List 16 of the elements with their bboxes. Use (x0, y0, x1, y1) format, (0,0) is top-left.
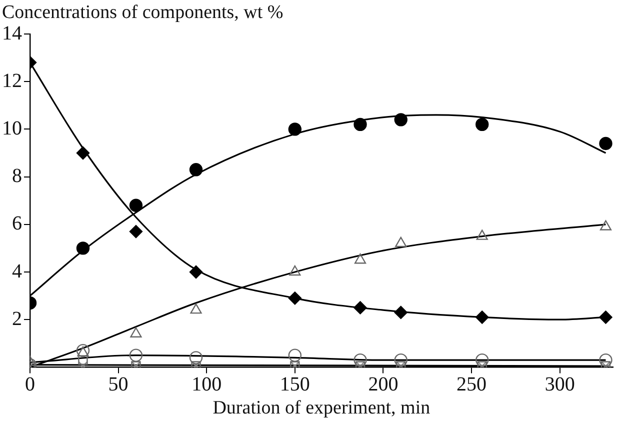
y-tick-label: 14 (2, 22, 22, 44)
y-tick-label: 2 (12, 308, 22, 330)
x-tick-label: 100 (192, 373, 222, 396)
y-tick-label: 10 (2, 117, 22, 140)
x-tick-label: 150 (280, 373, 310, 396)
y-tick-label: 6 (12, 212, 22, 235)
x-tick-label: 50 (108, 373, 128, 396)
x-tick-label: 250 (456, 373, 487, 396)
y-tick-label: 4 (12, 260, 22, 282)
x-tick-label: 300 (544, 373, 575, 396)
y-tick-label: 12 (2, 70, 22, 92)
y-axis-title: Concentrations of components, wt % (2, 2, 284, 24)
x-axis-title: Duration of experiment, min (212, 398, 431, 419)
x-tick-label: 0 (25, 373, 35, 396)
x-tick-label: 200 (368, 373, 398, 396)
y-tick-label: 8 (12, 165, 22, 188)
